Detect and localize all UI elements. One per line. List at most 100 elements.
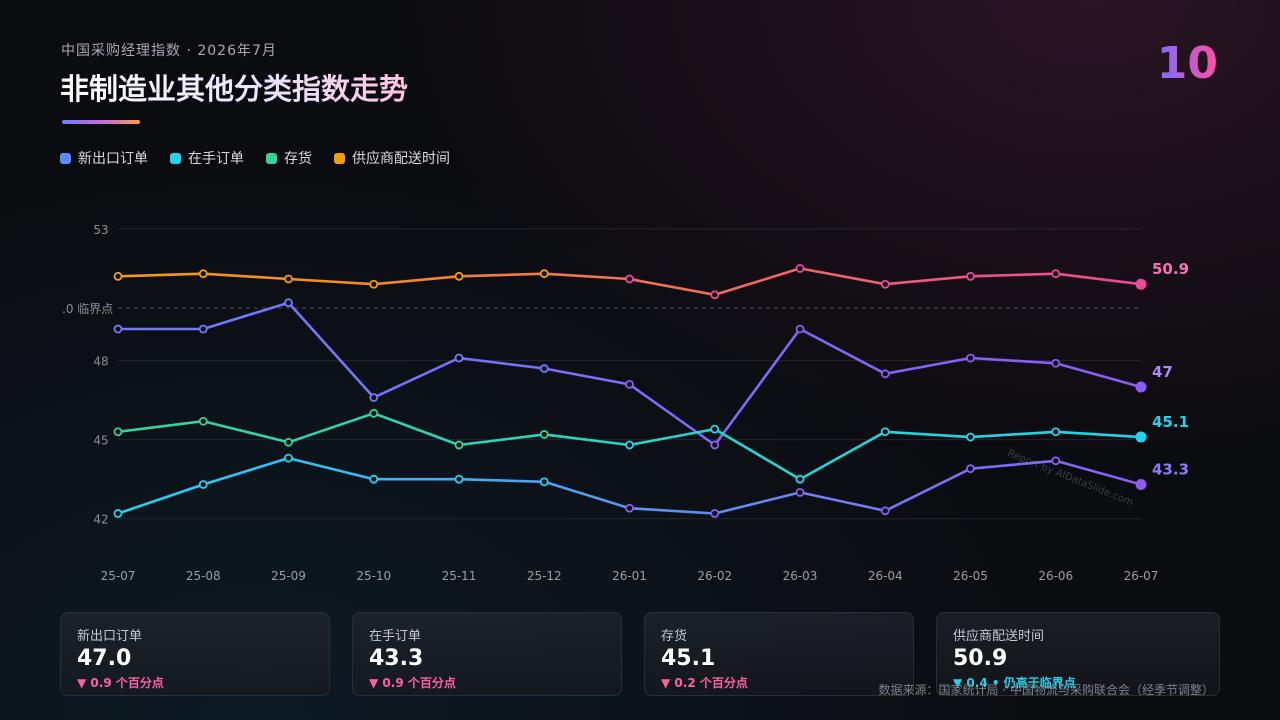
data-point: [369, 474, 379, 484]
data-point: [710, 440, 720, 450]
x-tick-label: 25-12: [527, 569, 562, 583]
data-point: [539, 364, 549, 373]
end-value-label: 50.9: [1152, 260, 1189, 278]
y-tick-label: 48: [93, 355, 108, 369]
card-change: ▼ 0.9 个百分点: [369, 676, 456, 690]
data-point: [284, 453, 293, 463]
legend-label: 在手订单: [188, 151, 244, 167]
x-tick-label: 25-07: [101, 569, 136, 583]
data-point: [1135, 478, 1147, 490]
card-label: 存货: [661, 629, 688, 644]
x-tick-label: 26-07: [1124, 569, 1159, 583]
card-change: ▼ 0.9 个百分点: [77, 676, 164, 690]
x-tick-label: 25-10: [356, 569, 391, 583]
page-number: 10: [1156, 38, 1218, 89]
data-point: [539, 269, 549, 279]
y-tick-label: 42: [93, 513, 108, 527]
series-line: [116, 301, 1143, 447]
data-point: [625, 503, 634, 513]
data-point: [1051, 358, 1061, 368]
end-value-label: 45.1: [1152, 413, 1189, 431]
data-point: [1135, 278, 1147, 290]
legend-label: 存货: [284, 151, 312, 167]
summary-card-new-export-orders: 新出口订单 47.0 ▼ 0.9 个百分点: [60, 612, 330, 696]
legend-item-inventory: 存货: [266, 148, 312, 168]
data-point: [795, 474, 805, 484]
x-tick-label: 26-01: [612, 569, 647, 583]
card-value: 47.0: [77, 646, 132, 671]
data-point: [113, 427, 123, 437]
page-subtitle: 中国采购经理指数 · 2026年7月: [61, 43, 277, 59]
data-point: [284, 298, 293, 308]
title-underline: [62, 120, 140, 124]
reference-line-label: .0 临界点: [62, 302, 113, 316]
y-tick-label: 45: [93, 434, 108, 448]
data-point: [369, 393, 379, 402]
data-point: [795, 487, 805, 497]
data-point: [880, 279, 890, 289]
legend-label: 新出口订单: [78, 151, 148, 167]
card-value: 50.9: [953, 646, 1008, 671]
legend-swatch: [266, 152, 277, 164]
x-tick-label: 25-09: [271, 569, 306, 583]
card-value: 43.3: [369, 646, 424, 671]
data-point: [710, 290, 720, 300]
x-tick-label: 26-06: [1038, 569, 1073, 583]
data-point: [1135, 431, 1147, 443]
legend-label: 供应商配送时间: [352, 151, 450, 167]
data-point: [539, 430, 549, 439]
data-source-note: 数据来源：国家统计局 · 中国物流与采购联合会（经季节调整）: [878, 683, 1214, 697]
data-point: [1051, 269, 1061, 279]
data-point: [454, 271, 464, 281]
card-label: 供应商配送时间: [953, 629, 1045, 644]
data-point: [880, 427, 890, 437]
card-change: ▼ 0.4 • 仍高于临界点: [953, 676, 1076, 690]
page-title: 非制造业其他分类指数走势: [60, 66, 408, 108]
data-point: [454, 474, 464, 484]
data-point: [369, 408, 379, 418]
data-point: [625, 274, 634, 284]
x-tick-label: 26-02: [697, 569, 732, 583]
data-point: [539, 477, 549, 487]
end-value-label: 43.3: [1152, 460, 1189, 478]
legend-item-new-export-orders: 新出口订单: [60, 148, 148, 168]
x-tick-label: 26-05: [953, 569, 988, 583]
data-point: [198, 269, 208, 279]
data-point: [795, 324, 805, 334]
data-point: [454, 353, 464, 363]
chart-legend: 新出口订单 在手订单 存货 供应商配送时间: [60, 148, 450, 168]
x-tick-label: 26-03: [783, 569, 818, 583]
data-point: [966, 432, 975, 442]
data-point: [198, 324, 208, 334]
data-point: [966, 271, 975, 281]
data-point: [454, 440, 464, 450]
legend-swatch: [170, 152, 181, 164]
x-tick-label: 25-11: [442, 569, 477, 583]
legend-swatch: [60, 152, 71, 164]
data-point: [198, 416, 208, 426]
data-point: [284, 274, 293, 284]
data-point: [795, 264, 805, 273]
summary-card-backlog-orders: 在手订单 43.3 ▼ 0.9 个百分点: [352, 612, 622, 696]
data-point: [113, 324, 123, 334]
data-point: [1051, 427, 1061, 437]
card-value: 45.1: [661, 646, 716, 671]
data-point: [625, 440, 634, 450]
data-point: [198, 480, 208, 489]
legend-item-supplier-delivery: 供应商配送时间: [334, 148, 450, 168]
card-label: 在手订单: [369, 629, 422, 644]
data-point: [880, 369, 890, 379]
data-point: [966, 464, 975, 474]
data-point: [710, 509, 720, 518]
x-tick-label: 26-04: [868, 569, 903, 583]
card-label: 新出口订单: [77, 629, 143, 644]
summary-card-supplier-delivery: 供应商配送时间 50.9 ▼ 0.4 • 仍高于临界点: [936, 612, 1220, 696]
y-tick-label: 53: [93, 223, 108, 237]
card-change: ▼ 0.2 个百分点: [661, 676, 748, 690]
summary-card-inventory: 存货 45.1 ▼ 0.2 个百分点: [644, 612, 914, 696]
data-point: [1135, 381, 1147, 393]
data-point: [625, 379, 634, 389]
end-value-label: 47: [1152, 363, 1173, 381]
data-point: [369, 279, 379, 289]
data-point: [284, 437, 293, 447]
